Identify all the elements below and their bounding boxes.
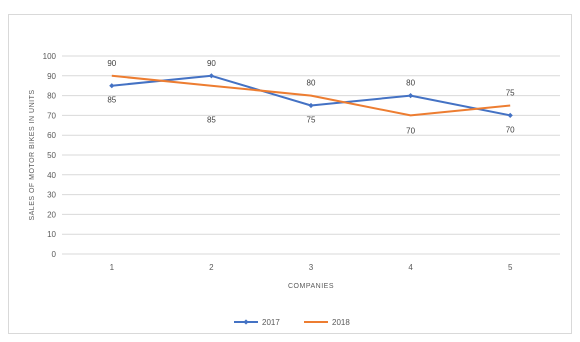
x-tick-label: 5 [508, 263, 513, 272]
x-tick-label: 3 [309, 263, 314, 272]
y-tick-label: 60 [47, 131, 56, 140]
data-label: 90 [207, 59, 216, 68]
y-tick-label: 30 [47, 191, 56, 200]
x-axis-title: COMPANIES [288, 283, 334, 290]
data-label: 90 [107, 59, 116, 68]
data-label: 75 [506, 89, 515, 98]
y-tick-label: 80 [47, 92, 56, 101]
y-tick-label: 50 [47, 151, 56, 160]
x-tick-labels: 1 2 3 4 5 [110, 263, 513, 272]
data-label: 80 [406, 79, 415, 88]
data-point-2017 [109, 83, 115, 89]
y-tick-label: 100 [43, 52, 57, 61]
y-axis-title: SALES OF MOTOR BIKES IN UNITS [29, 89, 36, 220]
y-tick-label: 90 [47, 72, 56, 81]
data-label: 85 [107, 96, 116, 105]
data-point-2017 [408, 93, 414, 99]
y-tick-label: 0 [52, 250, 57, 259]
legend-label-2017: 2017 [262, 318, 280, 327]
data-label: 70 [406, 126, 415, 135]
y-tick-label: 10 [47, 230, 56, 239]
data-point-2017 [308, 102, 314, 109]
chart-frame [8, 14, 572, 334]
y-tick-label: 40 [47, 171, 56, 180]
y-tick-label: 20 [47, 210, 56, 219]
data-point-2017 [507, 112, 513, 118]
x-tick-label: 1 [110, 263, 115, 272]
data-label: 80 [307, 79, 316, 88]
data-point-2017 [208, 73, 214, 79]
x-tick-label: 2 [209, 263, 214, 272]
data-label: 85 [207, 116, 216, 125]
x-tick-label: 4 [408, 263, 413, 272]
series-line-2018 [111, 74, 511, 117]
y-tick-labels: 0 10 20 30 40 50 60 70 80 90 100 [43, 52, 57, 259]
legend-label-2018: 2018 [332, 318, 350, 327]
legend: 2017 2018 [234, 318, 350, 327]
legend-marker-2017 [243, 319, 249, 325]
data-label: 75 [307, 116, 316, 125]
y-tick-label: 70 [47, 111, 56, 120]
series-lines [109, 73, 513, 118]
data-labels: 85 75 70 90 80 70 75 90 85 80 [107, 59, 515, 136]
data-label: 70 [506, 125, 515, 134]
